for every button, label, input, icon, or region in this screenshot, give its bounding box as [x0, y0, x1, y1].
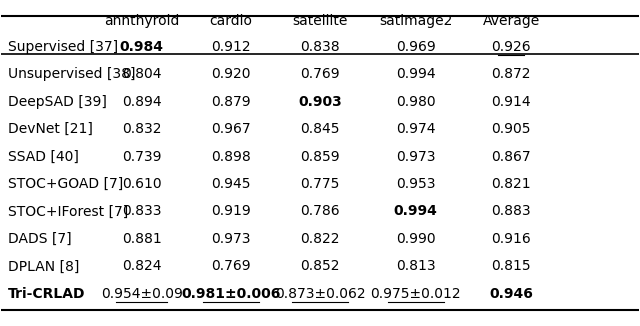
Text: 0.872: 0.872	[492, 67, 531, 81]
Text: 0.883: 0.883	[492, 204, 531, 218]
Text: 0.984: 0.984	[120, 40, 164, 54]
Text: 0.822: 0.822	[300, 232, 340, 246]
Text: Supervised [37]: Supervised [37]	[8, 40, 118, 54]
Text: 0.953: 0.953	[396, 177, 435, 191]
Text: 0.980: 0.980	[396, 95, 435, 109]
Text: DevNet [21]: DevNet [21]	[8, 122, 93, 136]
Text: 0.786: 0.786	[300, 204, 340, 218]
Text: 0.954±0.09: 0.954±0.09	[100, 287, 182, 301]
Text: 0.926: 0.926	[492, 40, 531, 54]
Text: DADS [7]: DADS [7]	[8, 232, 72, 246]
Text: 0.898: 0.898	[211, 150, 251, 164]
Text: 0.919: 0.919	[211, 204, 251, 218]
Text: 0.905: 0.905	[492, 122, 531, 136]
Text: 0.832: 0.832	[122, 122, 161, 136]
Text: 0.859: 0.859	[300, 150, 340, 164]
Text: 0.873±0.062: 0.873±0.062	[275, 287, 365, 301]
Text: 0.610: 0.610	[122, 177, 161, 191]
Text: 0.833: 0.833	[122, 204, 161, 218]
Text: 0.954±0.09: 0.954±0.09	[100, 287, 182, 301]
Text: 0.946: 0.946	[489, 287, 533, 301]
Text: 0.739: 0.739	[122, 150, 161, 164]
Text: 0.994: 0.994	[394, 204, 438, 218]
Text: 0.981±0.006: 0.981±0.006	[181, 287, 280, 301]
Text: 0.912: 0.912	[211, 40, 251, 54]
Text: 0.973: 0.973	[396, 150, 435, 164]
Text: 0.824: 0.824	[122, 259, 161, 274]
Text: 0.969: 0.969	[396, 40, 435, 54]
Text: 0.804: 0.804	[122, 67, 161, 81]
Text: 0.990: 0.990	[396, 232, 435, 246]
Text: Tri-CRLAD: Tri-CRLAD	[8, 287, 85, 301]
Text: 0.975±0.012: 0.975±0.012	[371, 287, 461, 301]
Text: 0.894: 0.894	[122, 95, 161, 109]
Text: satimage2: satimage2	[379, 14, 452, 28]
Text: STOC+GOAD [7]: STOC+GOAD [7]	[8, 177, 123, 191]
Text: 0.920: 0.920	[211, 67, 250, 81]
Text: 0.873±0.062: 0.873±0.062	[275, 287, 365, 301]
Text: 0.852: 0.852	[300, 259, 340, 274]
Text: 0.867: 0.867	[492, 150, 531, 164]
Text: SSAD [40]: SSAD [40]	[8, 150, 79, 164]
Text: satellite: satellite	[292, 14, 348, 28]
Text: STOC+IForest [7]: STOC+IForest [7]	[8, 204, 128, 218]
Text: 0.769: 0.769	[300, 67, 340, 81]
Text: Average: Average	[483, 14, 540, 28]
Text: annthyroid: annthyroid	[104, 14, 179, 28]
Text: Unsupervised [38]: Unsupervised [38]	[8, 67, 135, 81]
Text: 0.769: 0.769	[211, 259, 251, 274]
Text: 0.974: 0.974	[396, 122, 435, 136]
Text: 0.881: 0.881	[122, 232, 161, 246]
Text: 0.926: 0.926	[492, 40, 531, 54]
Text: 0.967: 0.967	[211, 122, 251, 136]
Text: DeepSAD [39]: DeepSAD [39]	[8, 95, 107, 109]
Text: 0.879: 0.879	[211, 95, 251, 109]
Text: 0.973: 0.973	[211, 232, 250, 246]
Text: 0.945: 0.945	[211, 177, 250, 191]
Text: 0.903: 0.903	[298, 95, 342, 109]
Text: 0.813: 0.813	[396, 259, 435, 274]
Text: 0.845: 0.845	[300, 122, 340, 136]
Text: 0.914: 0.914	[492, 95, 531, 109]
Text: DPLAN [8]: DPLAN [8]	[8, 259, 79, 274]
Text: 0.775: 0.775	[300, 177, 340, 191]
Text: 0.994: 0.994	[396, 67, 435, 81]
Text: 0.975±0.012: 0.975±0.012	[371, 287, 461, 301]
Text: cardio: cardio	[209, 14, 252, 28]
Text: 0.981±0.006: 0.981±0.006	[181, 287, 280, 301]
Text: 0.838: 0.838	[300, 40, 340, 54]
Text: 0.916: 0.916	[492, 232, 531, 246]
Text: 0.821: 0.821	[492, 177, 531, 191]
Text: 0.815: 0.815	[492, 259, 531, 274]
